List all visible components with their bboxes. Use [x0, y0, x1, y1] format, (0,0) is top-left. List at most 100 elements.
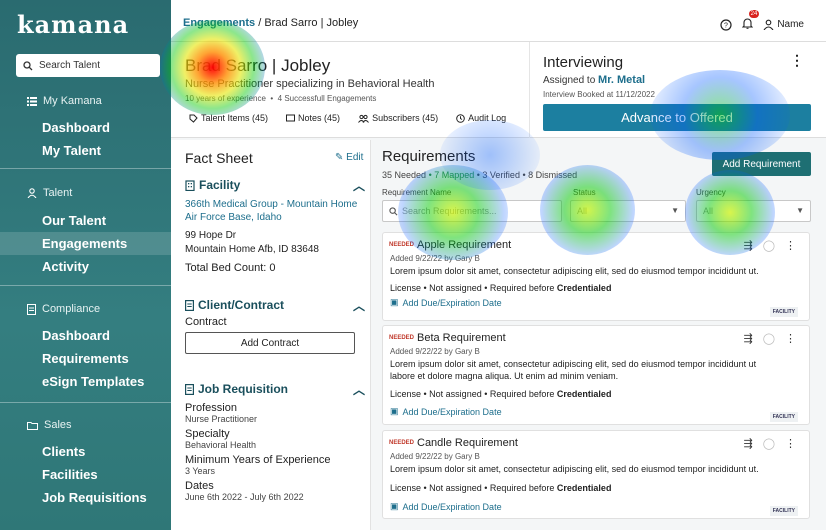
sidebar-divider [0, 402, 171, 403]
requirement-title[interactable]: Apple Requirement [417, 239, 512, 251]
fact-sheet-title: Fact Sheet [185, 150, 253, 166]
requirement-title[interactable]: Beta Requirement [417, 332, 506, 344]
urgency-select[interactable]: All ▼ [696, 200, 811, 222]
requirement-card[interactable]: NEEDED Apple Requirement ⇶ ◯ ⋮ Added 9/2… [382, 232, 810, 321]
assigned-name-link[interactable]: Mr. Metal [598, 74, 646, 86]
calendar-icon: ▣ [390, 501, 399, 511]
sidebar-item-clients[interactable]: Clients [42, 444, 86, 459]
dismissed-count: 8 Dismissed [528, 170, 578, 180]
add-due-date-link[interactable]: ▣ Add Due/Expiration Date [390, 297, 502, 308]
map-icon[interactable]: ⇶ [743, 333, 753, 345]
add-contract-button[interactable]: Add Contract [185, 332, 355, 354]
card-actions: ⇶ ◯ ⋮ [743, 239, 796, 252]
verify-check-icon[interactable]: ◯ [762, 240, 775, 252]
nav-head-talent: Talent [0, 184, 171, 202]
requirement-title[interactable]: Candle Requirement [417, 437, 518, 449]
job-field-value: 3 Years [185, 466, 216, 476]
add-due-date-link[interactable]: ▣ Add Due/Expiration Date [390, 501, 502, 512]
urgency-filter-label: Urgency [696, 188, 726, 197]
status-select[interactable]: All ▼ [570, 200, 686, 222]
help-icon[interactable]: ? [720, 18, 732, 31]
needed-badge: NEEDED [389, 242, 415, 248]
tab-notes[interactable]: Notes (45) [286, 113, 340, 123]
search-icon [23, 60, 33, 70]
map-icon[interactable]: ⇶ [743, 240, 753, 252]
sidebar-item-my-talent[interactable]: My Talent [42, 143, 101, 158]
license-info: License • Not assigned • Required before… [390, 283, 611, 293]
nav-head-my-kamana: My Kamana [0, 92, 171, 110]
nav-head-sales: Sales [0, 416, 171, 434]
more-options-icon[interactable]: ⋮ [785, 438, 796, 450]
added-by: Added 9/22/22 by Gary B [390, 452, 480, 461]
nav-section-my-kamana: My Kamana Dashboard My Talent [0, 92, 171, 162]
tab-label: Notes (45) [298, 113, 341, 123]
tab-talent-items[interactable]: Talent Items (45) [189, 113, 268, 123]
chevron-up-icon: ︿ [352, 382, 365, 397]
chevron-up-icon: ︿ [352, 298, 365, 313]
sidebar-divider [0, 285, 171, 286]
map-icon[interactable]: ⇶ [743, 438, 753, 450]
tab-audit-log[interactable]: Audit Log [456, 113, 506, 123]
tag-icon [189, 114, 198, 123]
user-name: Name [777, 19, 804, 30]
bed-count: Total Bed Count: 0 [185, 262, 276, 274]
people-icon [358, 114, 369, 123]
sidebar-item-job-requisitions[interactable]: Job Requisitions [42, 490, 147, 505]
nav-head-label: Compliance [42, 303, 101, 315]
requirement-card[interactable]: NEEDED Beta Requirement ⇶ ◯ ⋮ Added 9/22… [382, 325, 810, 425]
advance-to-offered-button[interactable]: Advance to Offered [543, 104, 811, 131]
nav-head-label: Talent [43, 187, 73, 199]
facility-header[interactable]: Facility ︿ [185, 176, 365, 194]
sidebar-item-dashboard[interactable]: Dashboard [42, 120, 110, 135]
more-options-icon[interactable]: ⋮ [785, 333, 796, 345]
edit-button[interactable]: ✎ Edit [335, 152, 363, 163]
user-menu[interactable]: Name [763, 19, 804, 30]
tab-subscribers[interactable]: Subscribers (45) [358, 113, 438, 123]
assigned-prefix: Assigned to [543, 75, 596, 86]
add-due-date-link[interactable]: ▣ Add Due/Expiration Date [390, 406, 502, 417]
verify-check-icon[interactable]: ◯ [762, 438, 775, 450]
facility-link[interactable]: 366th Medical Group - Mountain Home Air … [185, 199, 358, 223]
sidebar-item-facilities[interactable]: Facilities [42, 467, 98, 482]
verified-count: 3 Verified [482, 170, 520, 180]
mapped-count: 7 Mapped [434, 170, 475, 180]
chevron-down-icon: ▼ [671, 206, 679, 215]
nav-section-talent: Talent Our Talent Engagements Activity [0, 184, 171, 278]
job-field-label: Minimum Years of Experience [185, 454, 331, 466]
breadcrumb-separator: / [258, 17, 262, 29]
license-info: License • Not assigned • Required before… [390, 389, 611, 399]
search-icon [389, 206, 398, 215]
sidebar-item-compliance-dashboard[interactable]: Dashboard [42, 328, 110, 343]
more-options-icon[interactable]: ⋮ [785, 240, 796, 252]
fact-sheet: Fact Sheet ✎ Edit Facility ︿ 366th Medic… [171, 140, 371, 530]
sidebar-item-engagements[interactable]: Engagements [0, 232, 171, 255]
due-label: Add Due/Expiration Date [402, 501, 502, 512]
requirement-search-input[interactable]: Search Requirements... [382, 200, 562, 222]
job-field-value: Behavioral Health [185, 440, 257, 450]
interview-booked: Interview Booked at 11/12/2022 [543, 90, 655, 99]
more-options-icon[interactable]: ⋮ [790, 52, 804, 68]
requirement-card[interactable]: NEEDED Candle Requirement ⇶ ◯ ⋮ Added 9/… [382, 430, 810, 519]
sidebar-item-our-talent[interactable]: Our Talent [42, 213, 107, 228]
job-requisition-header[interactable]: Job Requisition ︿ [185, 380, 365, 398]
notifications-button[interactable]: 24 [741, 10, 760, 32]
contract-header[interactable]: Client/Contract ︿ [185, 296, 365, 314]
nav-head-compliance: Compliance [0, 300, 171, 318]
requirements-title: Requirements [382, 148, 476, 165]
requirement-description: Lorem ipsum dolor sit amet, consectetur … [390, 266, 759, 276]
breadcrumb-current: Brad Sarro | Jobley [264, 17, 359, 29]
sidebar-item-requirements[interactable]: Requirements [42, 351, 129, 366]
sidebar: kamana Search Talent My Kamana Dashboard… [0, 0, 171, 530]
status-select-value: All [577, 206, 588, 216]
verify-check-icon[interactable]: ◯ [762, 333, 775, 345]
requirement-description: Lorem ipsum dolor sit amet, consectetur … [390, 464, 759, 474]
svg-text:?: ? [724, 22, 728, 29]
contract-label: Contract [185, 316, 227, 328]
breadcrumb-engagements-link[interactable]: Engagements [183, 17, 256, 29]
sidebar-item-activity[interactable]: Activity [42, 259, 89, 274]
add-requirement-button[interactable]: Add Requirement [712, 152, 811, 176]
search-talent-input[interactable]: Search Talent [16, 54, 160, 77]
nav-head-label: My Kamana [43, 95, 102, 107]
license-stage: Credentialed [556, 483, 612, 493]
sidebar-item-esign-templates[interactable]: eSign Templates [42, 374, 145, 389]
